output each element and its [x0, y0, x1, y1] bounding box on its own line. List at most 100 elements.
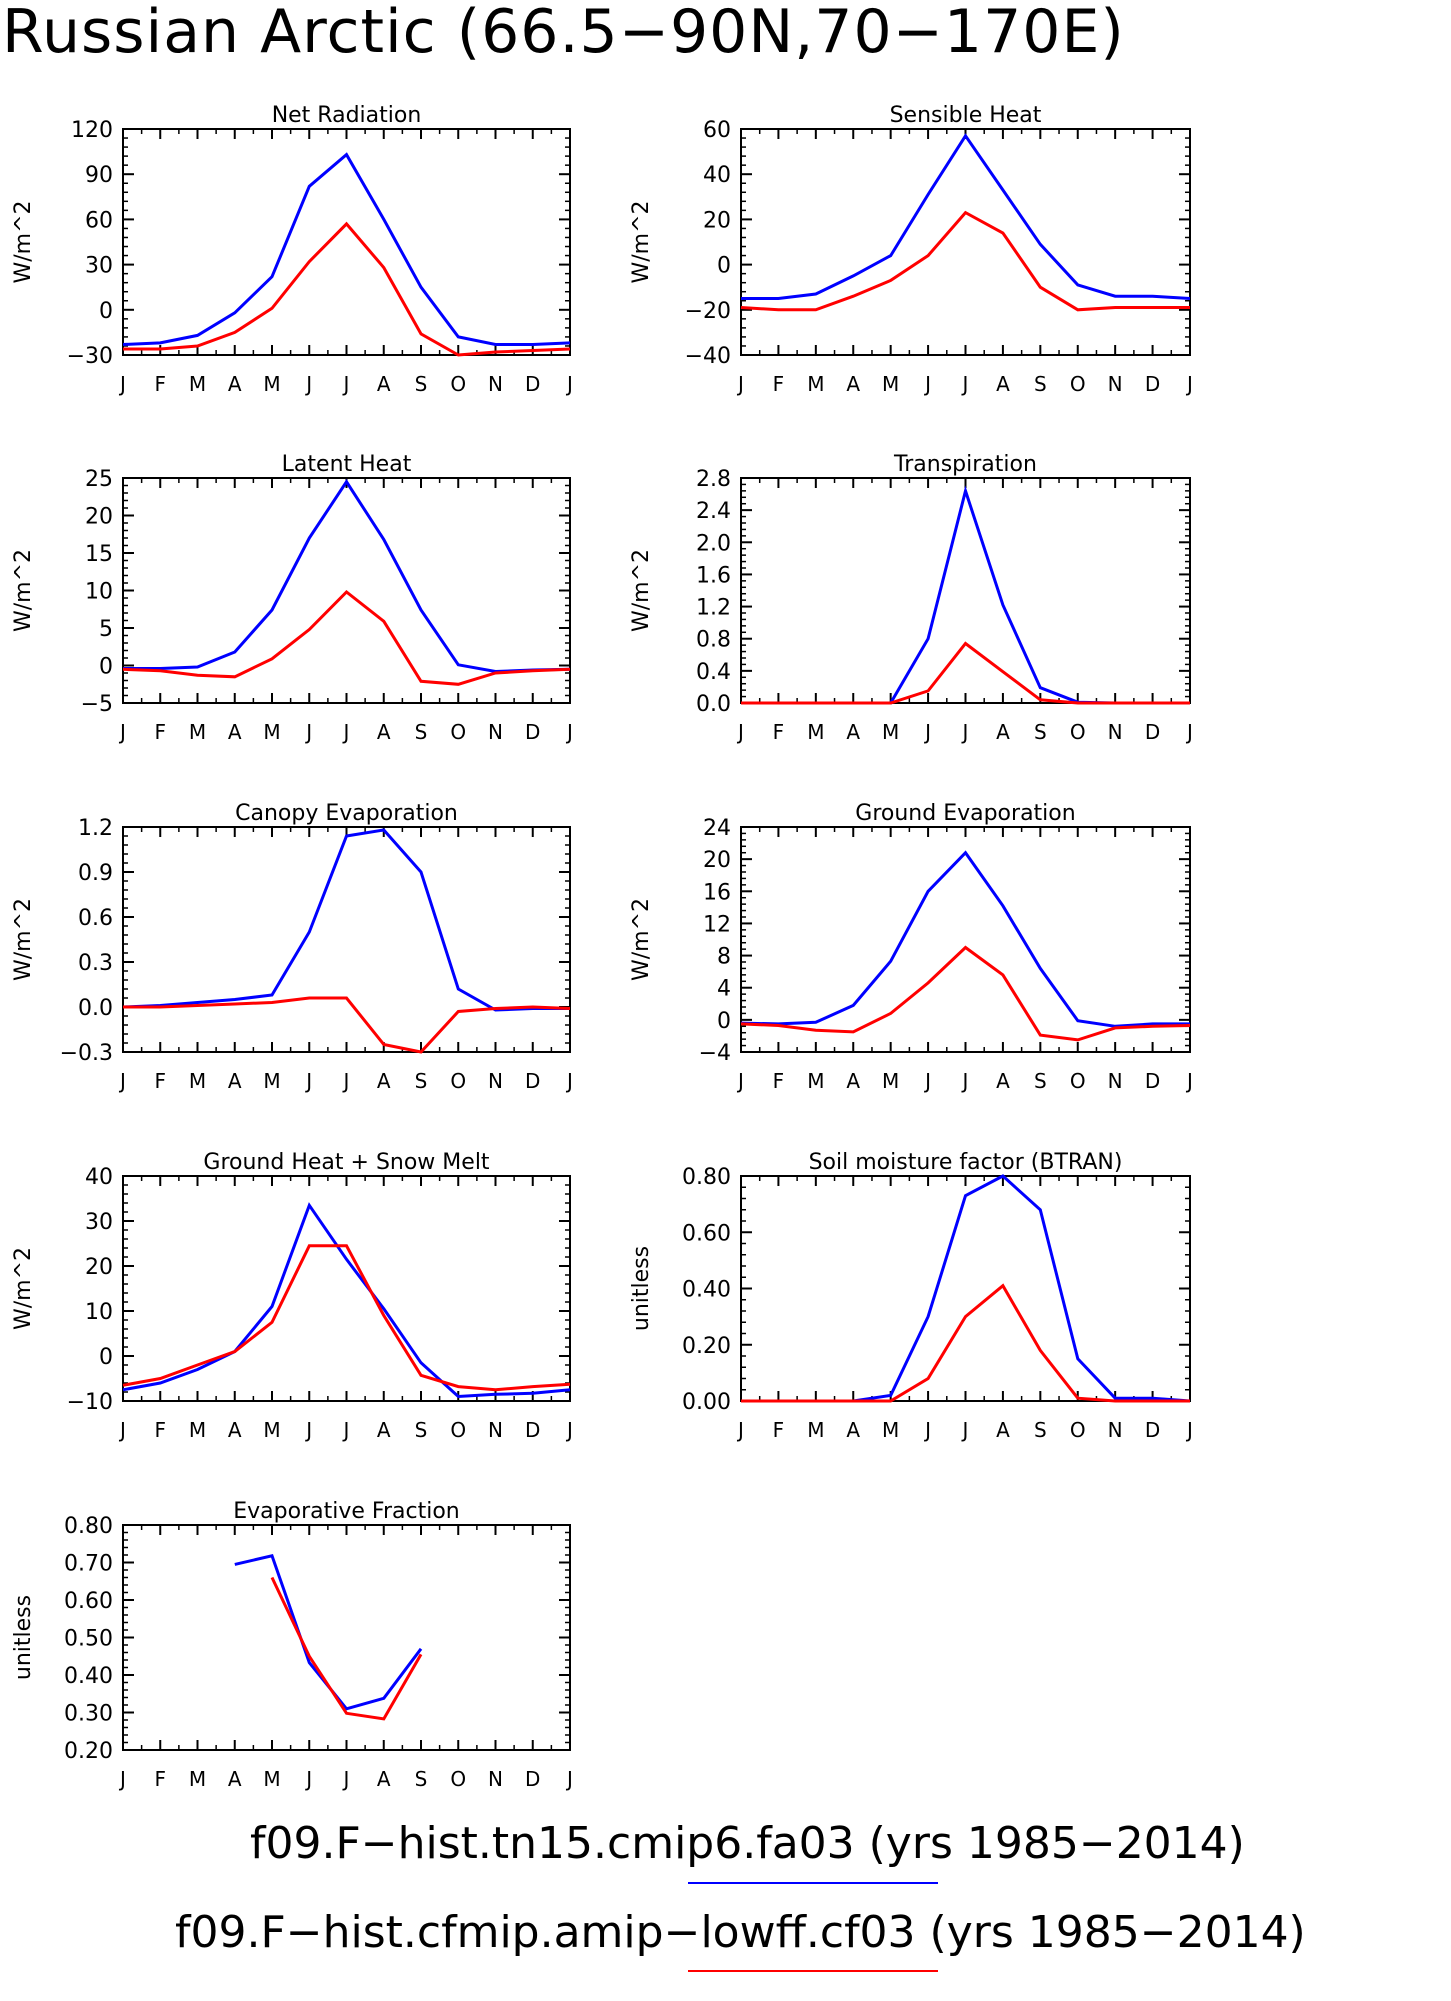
x-tick-label: D [525, 1069, 540, 1093]
x-tick-label: F [773, 372, 785, 396]
panel-4: J F M A M J J A S O N D J0.00.40.81.21.62.02.42.8Tra… [629, 452, 1193, 744]
y-tick-label: 8 [717, 945, 731, 970]
plot-frame [740, 826, 1191, 1053]
y-tick-label: 0.4 [696, 660, 731, 685]
plot-frame [122, 1524, 571, 1751]
y-tick-label: 60 [85, 208, 113, 233]
x-tick-label: M [263, 720, 280, 744]
y-tick-label: −4 [699, 1041, 731, 1066]
y-tick-label: 4 [717, 977, 731, 1002]
x-tick-label: M [882, 372, 899, 396]
y-tick-label: 0.0 [696, 692, 731, 717]
y-tick-label: 20 [85, 505, 113, 530]
x-tick-label: N [1108, 1418, 1123, 1442]
x-tick-label: J [118, 372, 126, 396]
legend-swatch-2 [688, 1970, 938, 1972]
x-tick-label: A [846, 1069, 860, 1093]
y-tick-label: 0.9 [78, 861, 113, 886]
y-axis-label: W/m^2 [629, 898, 654, 981]
x-tick-label: A [846, 720, 860, 744]
x-tick-label: J [961, 1069, 969, 1093]
plot-frame [740, 477, 1191, 704]
series-line-2 [270, 1576, 423, 1721]
y-tick-label: 0 [717, 254, 731, 279]
y-tick-label: 30 [85, 1210, 113, 1235]
x-tick-label: J [736, 372, 744, 396]
y-tick-label: 0.80 [64, 1514, 113, 1539]
x-tick-label: M [189, 720, 206, 744]
x-tick-label: O [1070, 372, 1086, 396]
y-tick-label: −0.3 [60, 1041, 113, 1066]
y-axis-label: W/m^2 [11, 1247, 36, 1330]
x-tick-label: J [342, 1767, 350, 1791]
x-tick-label: F [154, 1418, 166, 1442]
x-tick-label: A [377, 372, 391, 396]
x-tick-label: M [189, 1069, 206, 1093]
x-tick-label: O [450, 372, 466, 396]
series-line-2 [740, 210, 1190, 312]
x-tick-label: N [1108, 372, 1123, 396]
x-tick-label: F [154, 1767, 166, 1791]
x-tick-label: S [415, 720, 428, 744]
x-tick-label: J [565, 1069, 573, 1093]
series-line-1 [122, 1202, 571, 1399]
x-tick-label: D [525, 372, 540, 396]
y-tick-label: 0 [717, 1009, 731, 1034]
x-tick-label: D [1145, 372, 1160, 396]
x-tick-label: J [342, 372, 350, 396]
y-tick-label: 0.70 [64, 1552, 113, 1577]
y-tick-label: 60 [703, 118, 731, 143]
x-tick-label: J [923, 372, 931, 396]
panel-9: J F M A M J J A S O N D J0.200.300.400.500.600.700.8… [11, 1499, 573, 1791]
x-tick-label: F [773, 1418, 785, 1442]
x-tick-label: S [1034, 720, 1047, 744]
x-tick-label: A [996, 1069, 1010, 1093]
series-line-2 [741, 1283, 1190, 1403]
series-line-2 [122, 589, 571, 686]
x-tick-label: J [961, 1418, 969, 1442]
x-tick-label: M [263, 1767, 280, 1791]
plot-frame [740, 128, 1191, 356]
y-tick-label: 5 [99, 617, 113, 642]
y-tick-label: 0.20 [64, 1739, 113, 1764]
y-tick-label: 20 [703, 208, 731, 233]
y-tick-label: 0.40 [64, 1664, 113, 1689]
x-tick-label: A [996, 1418, 1010, 1442]
series-line-1 [741, 1174, 1191, 1403]
x-tick-label: J [304, 720, 312, 744]
y-tick-label: 24 [703, 816, 731, 841]
y-tick-label: 120 [71, 118, 113, 143]
y-tick-label: 1.2 [696, 596, 731, 621]
y-tick-label: 0.20 [682, 1334, 731, 1359]
x-tick-label: A [228, 1767, 242, 1791]
x-tick-label: D [525, 720, 540, 744]
x-tick-label: N [1108, 720, 1123, 744]
x-tick-label: M [807, 720, 824, 744]
x-tick-label: M [882, 720, 899, 744]
y-tick-label: 0.60 [682, 1221, 731, 1246]
x-tick-label: F [773, 1069, 785, 1093]
x-tick-label: O [1070, 1069, 1086, 1093]
x-tick-label: J [342, 720, 350, 744]
x-tick-label: D [525, 1418, 540, 1442]
x-tick-label: A [377, 720, 391, 744]
x-tick-label: J [118, 1418, 126, 1442]
y-tick-label: 0.40 [682, 1278, 731, 1303]
y-tick-label: 1.6 [696, 563, 731, 588]
x-tick-label: A [996, 720, 1010, 744]
y-tick-label: 2.0 [696, 531, 731, 556]
x-tick-label: M [263, 372, 280, 396]
x-tick-label: J [736, 1418, 744, 1442]
x-tick-label: O [450, 1069, 466, 1093]
y-tick-label: 0.00 [682, 1390, 731, 1415]
y-tick-label: 2.8 [696, 467, 731, 492]
y-tick-label: −40 [685, 344, 731, 369]
y-axis-label: W/m^2 [11, 549, 36, 632]
x-tick-label: O [1070, 1418, 1086, 1442]
panel-title: Transpiration [893, 452, 1037, 477]
x-tick-label: S [1034, 1069, 1047, 1093]
x-tick-label: S [415, 1069, 428, 1093]
